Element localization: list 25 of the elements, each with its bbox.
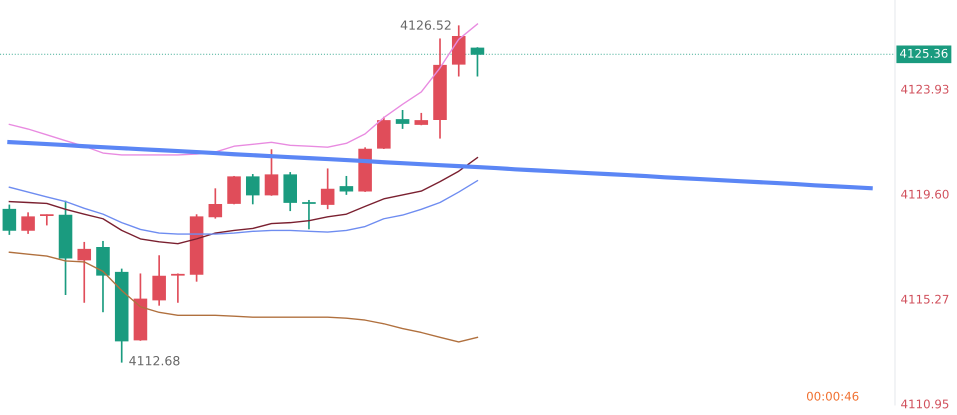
- y-tick-label: 4119.60: [901, 190, 949, 199]
- candlestick: [396, 110, 410, 129]
- annotation: 4112.68: [129, 356, 180, 366]
- candlestick: [2, 204, 16, 235]
- candlestick: [302, 200, 316, 230]
- candlestick: [77, 242, 92, 303]
- candlestick: [264, 149, 278, 196]
- annotation: 4126.52: [400, 20, 451, 30]
- y-tick-label: 4115.27: [901, 294, 948, 304]
- candlestick: [246, 174, 260, 204]
- candlestick: [414, 112, 428, 126]
- line-series: [7, 140, 873, 190]
- candlestick: [21, 212, 35, 234]
- candlestick: [40, 214, 54, 226]
- annotation: 00:00:46: [806, 392, 858, 401]
- candlestick: [208, 188, 222, 219]
- candlestick: [320, 168, 334, 210]
- line-series: [8, 156, 478, 244]
- ref-line-label: 4125.36: [900, 48, 948, 58]
- line-series: [8, 252, 478, 343]
- candlestick: [340, 176, 354, 195]
- line-series: [8, 180, 478, 235]
- y-tick-label: 4123.93: [901, 84, 948, 94]
- candlestick: [152, 255, 166, 306]
- y-tick-label: 4110.95: [901, 400, 948, 408]
